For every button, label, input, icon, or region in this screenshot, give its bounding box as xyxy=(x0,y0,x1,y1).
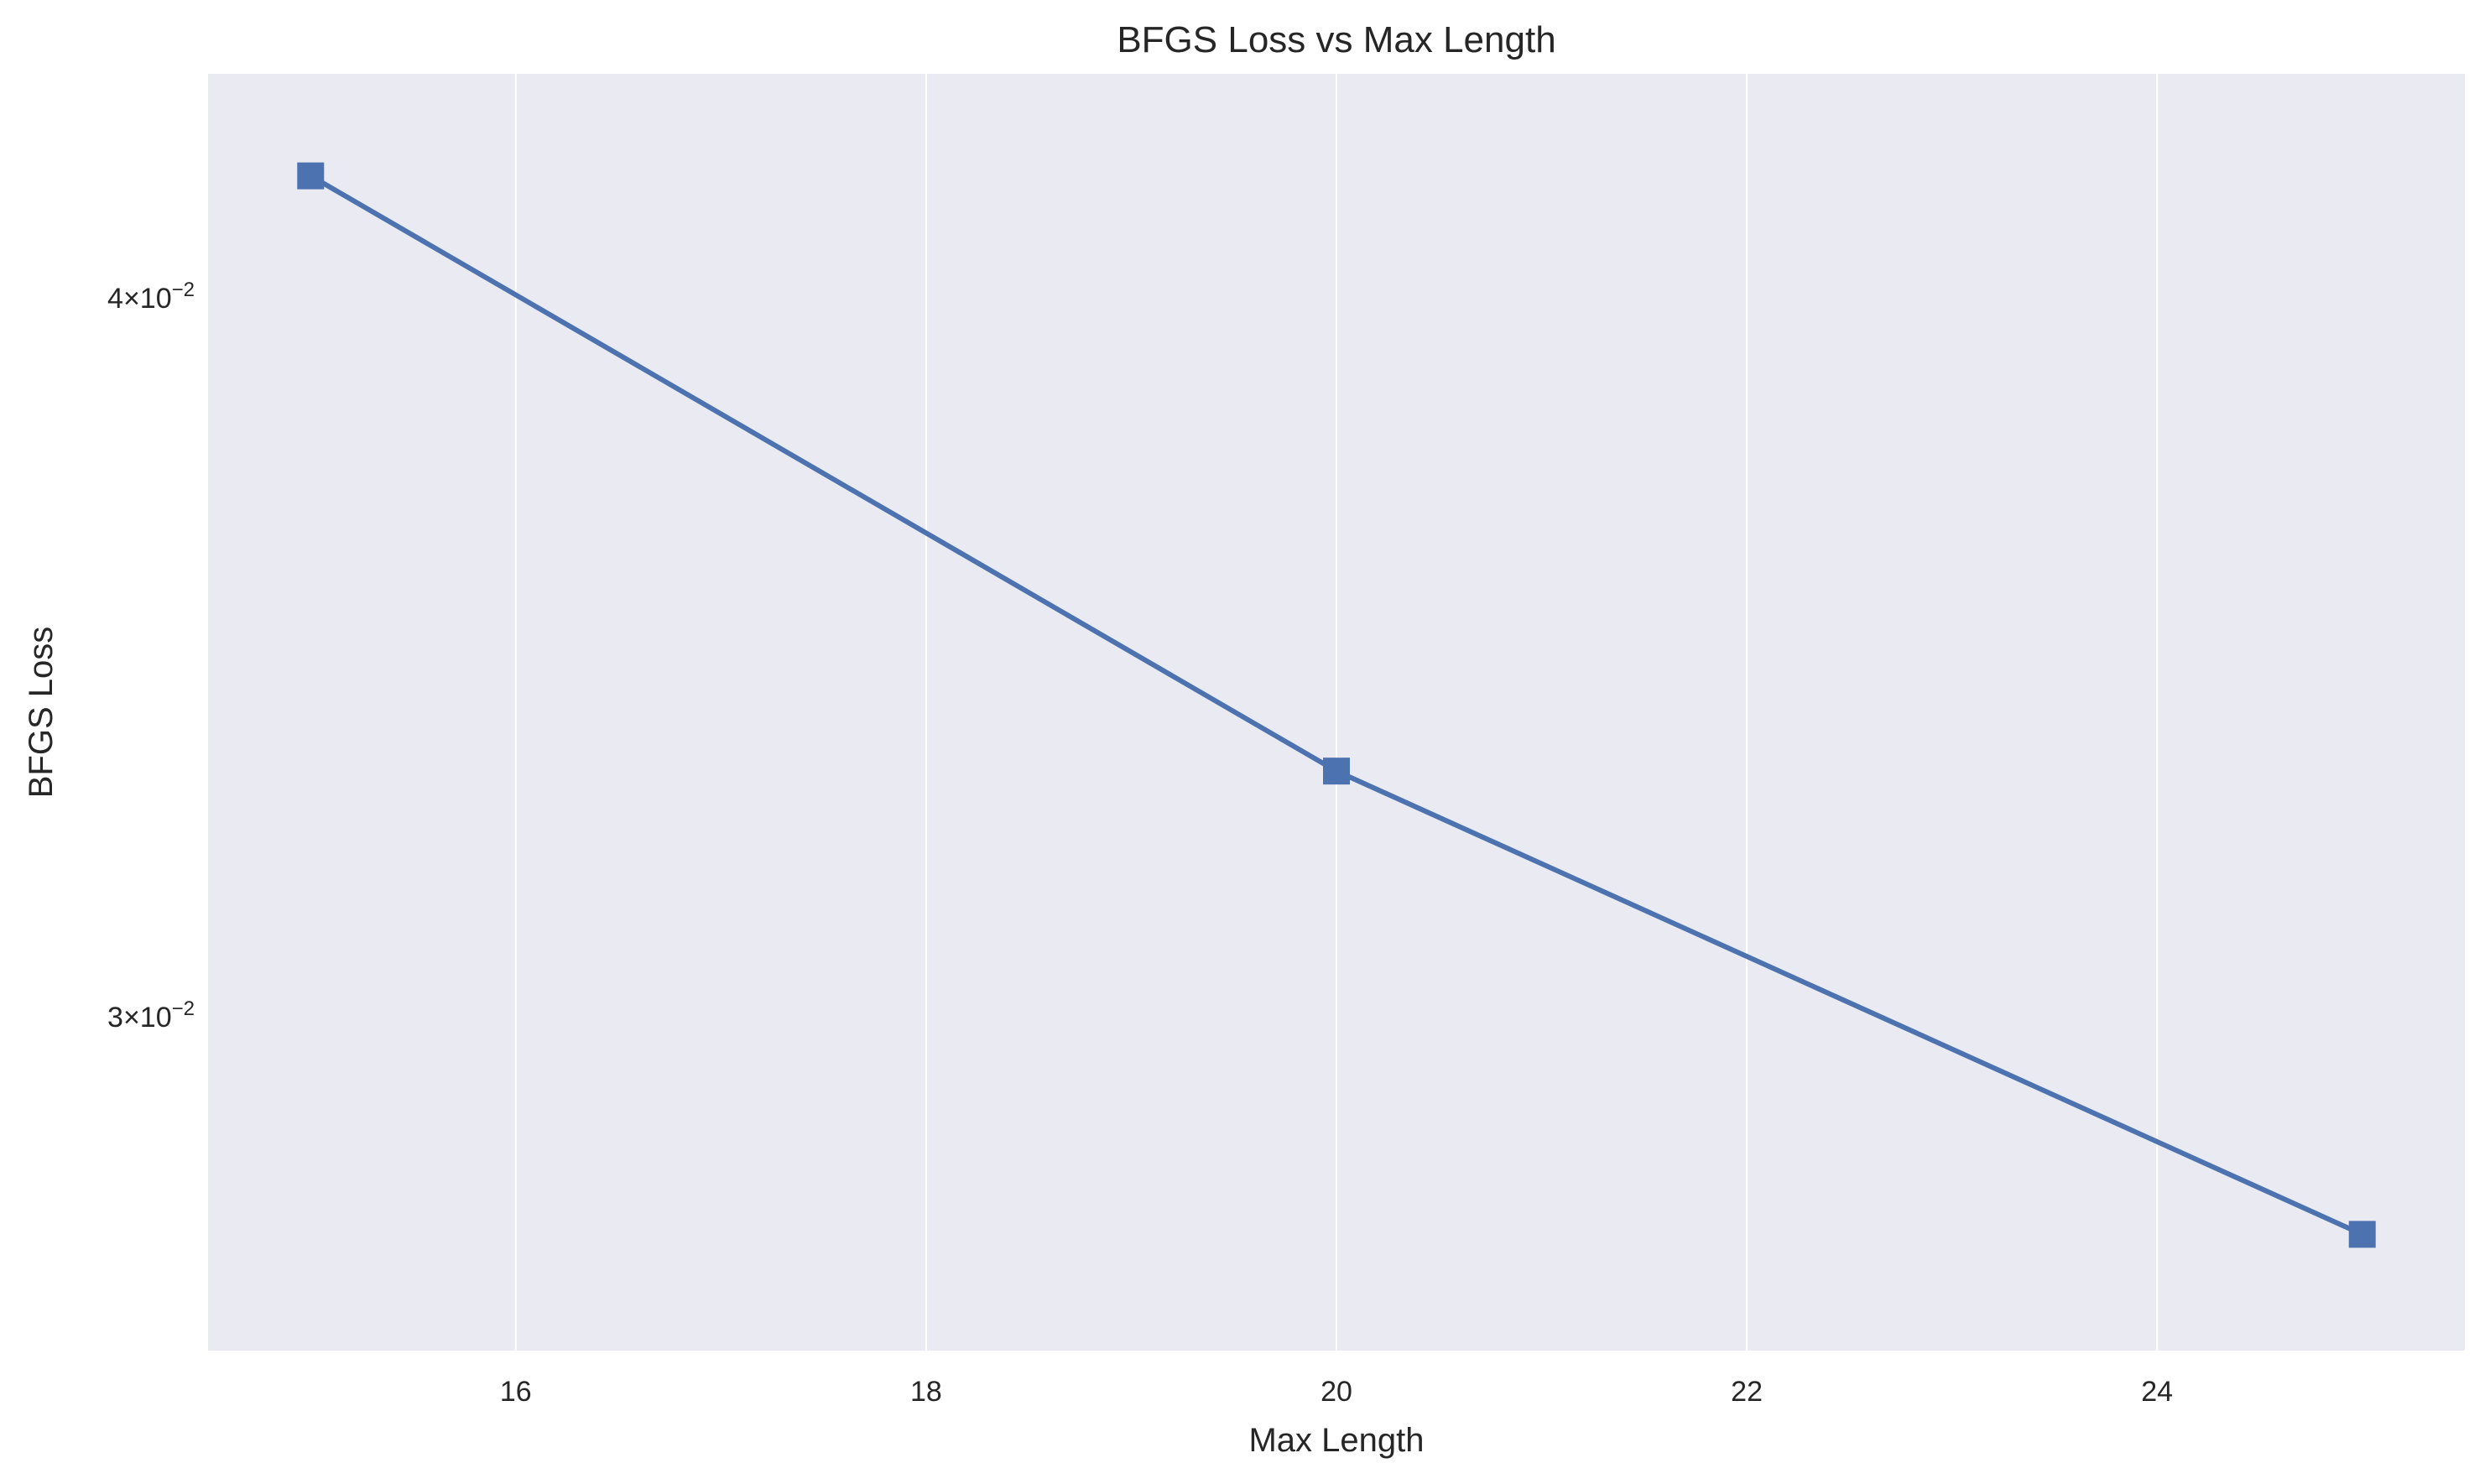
x-axis-label: Max Length xyxy=(1248,1422,1424,1459)
y-tick-label: 3×10−2 xyxy=(107,997,195,1034)
x-tick-label: 18 xyxy=(910,1376,942,1408)
data-point-marker xyxy=(297,162,325,190)
y-tick-labels: 3×10−2 4×10−2 xyxy=(107,279,195,1034)
x-tick-label: 16 xyxy=(500,1376,532,1408)
x-tick-labels: 16 18 20 22 24 xyxy=(500,1376,2173,1408)
y-axis-label: BFGS Loss xyxy=(23,627,60,799)
data-point-marker xyxy=(2348,1221,2376,1248)
x-tick-label: 20 xyxy=(1321,1376,1352,1408)
x-tick-label: 22 xyxy=(1731,1376,1763,1408)
y-tick-label: 4×10−2 xyxy=(107,279,195,315)
series-layer xyxy=(297,162,2376,1248)
grid-lines xyxy=(514,74,2159,1351)
x-tick-label: 24 xyxy=(2141,1376,2173,1408)
data-point-marker xyxy=(1323,758,1350,785)
chart-title: BFGS Loss vs Max Length xyxy=(1117,19,1555,60)
